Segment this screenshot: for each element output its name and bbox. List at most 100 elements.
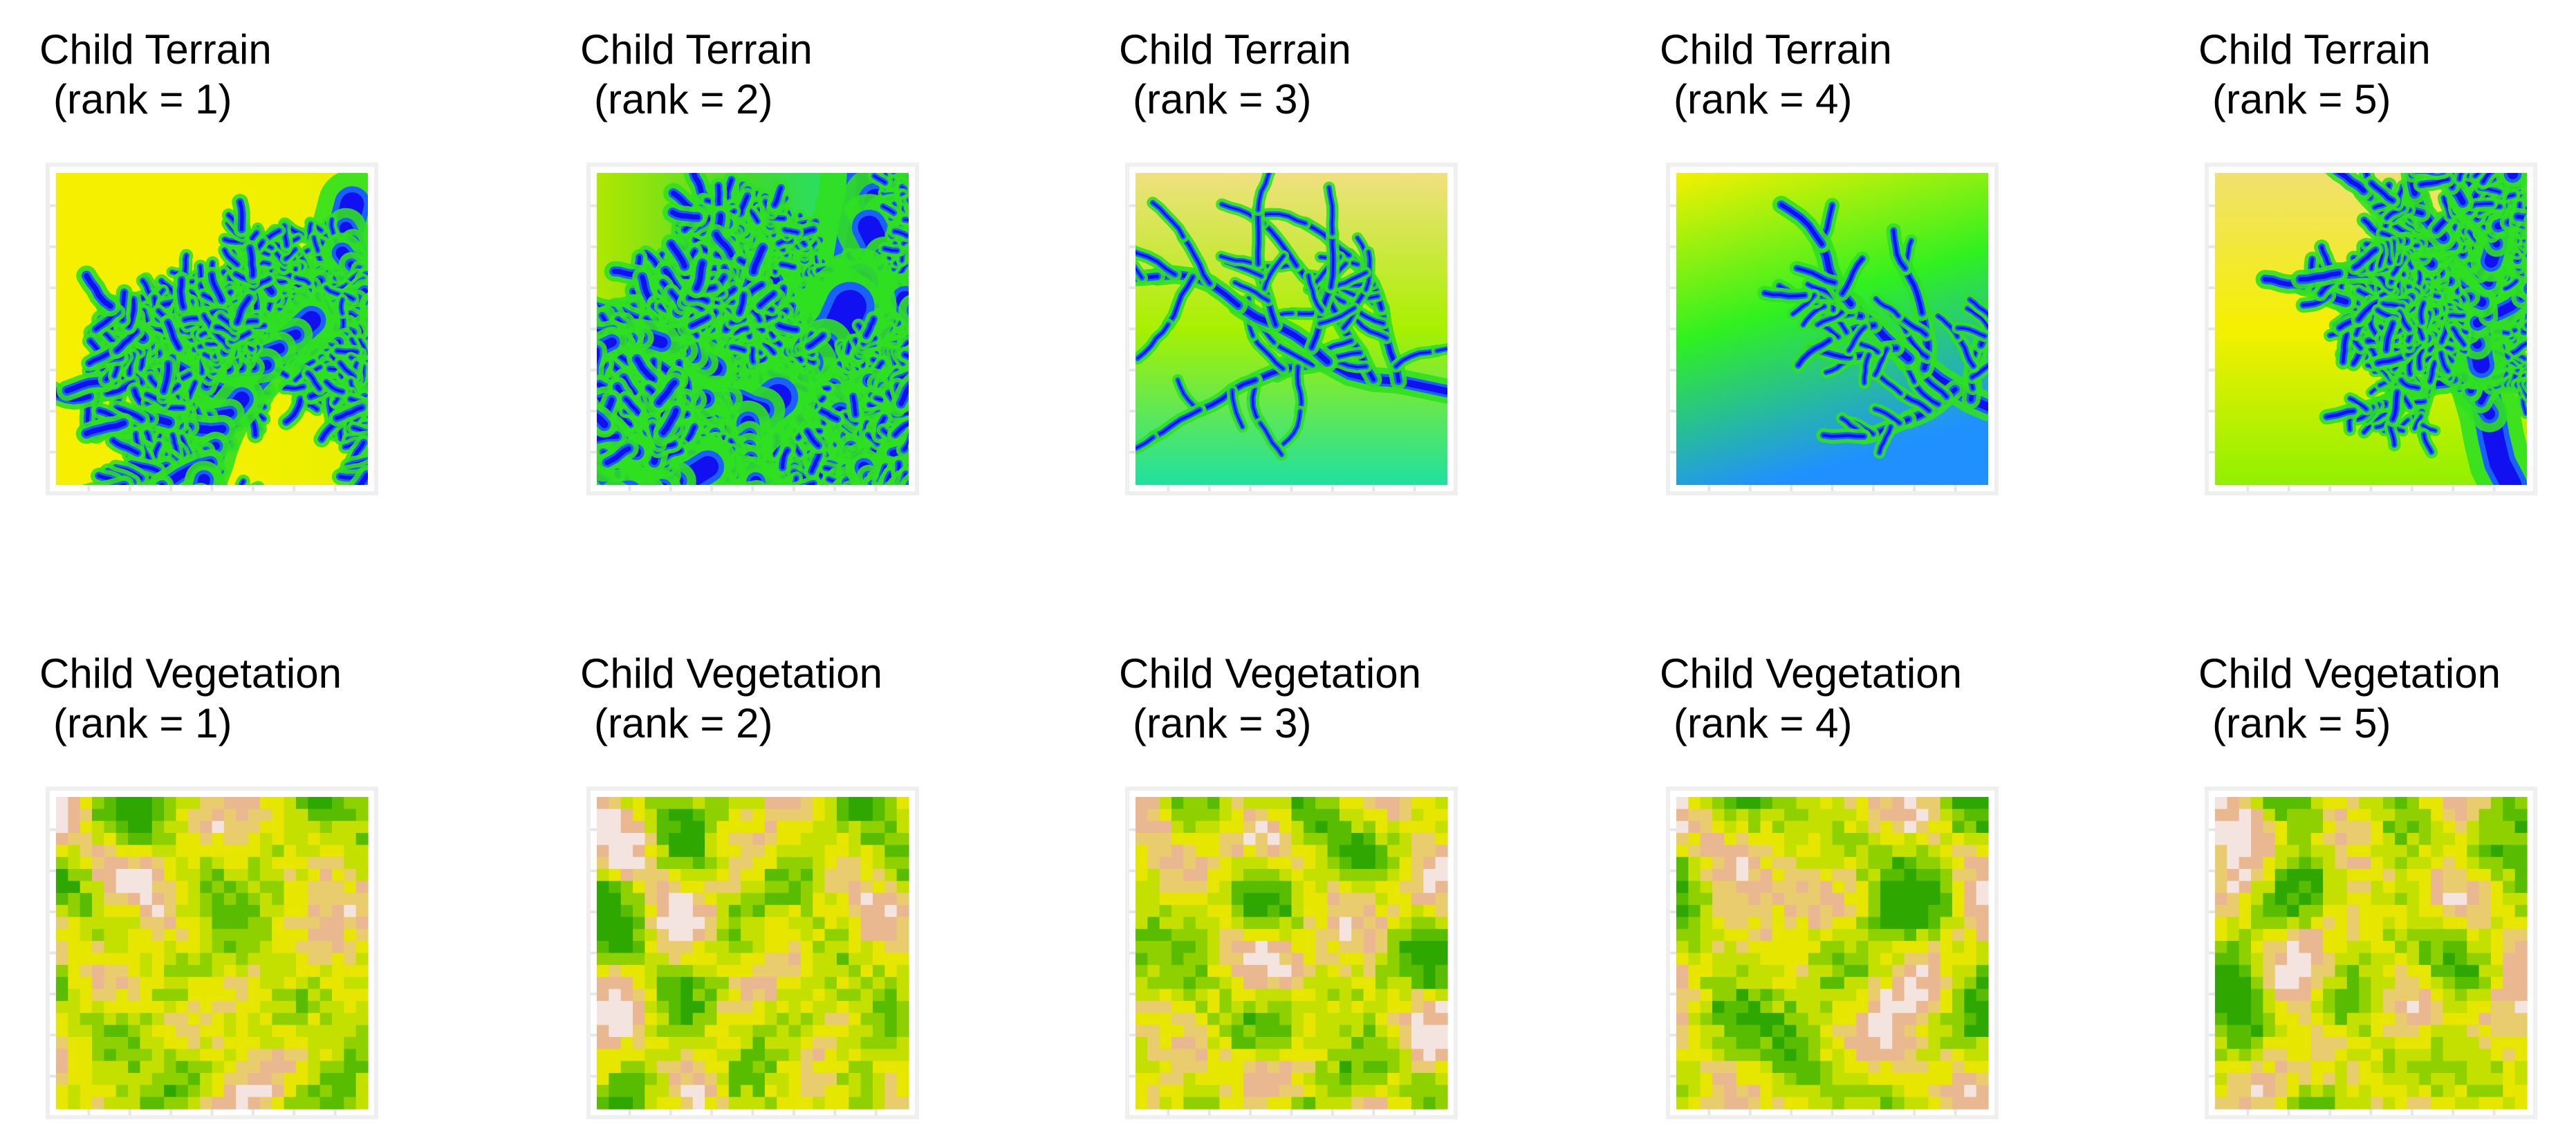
- river: [382, 302, 387, 324]
- river-core: [411, 383, 433, 389]
- river-core: [409, 403, 426, 411]
- river-core: [407, 312, 420, 318]
- river-core: [402, 395, 416, 409]
- river-core: [426, 270, 442, 280]
- river: [407, 412, 418, 428]
- river-core: [387, 262, 396, 273]
- river-core: [420, 373, 422, 387]
- river-core: [384, 380, 397, 384]
- river: [390, 459, 398, 497]
- river-halo: [407, 312, 420, 318]
- river: [386, 317, 388, 330]
- river: [387, 262, 396, 273]
- river-halo: [411, 320, 428, 328]
- river-halo: [426, 270, 442, 280]
- river: [411, 320, 428, 328]
- river-core: [400, 327, 405, 349]
- river-halo: [426, 350, 445, 351]
- river-halo: [396, 333, 398, 347]
- river-halo: [400, 345, 409, 356]
- river: [386, 322, 399, 325]
- river-core: [429, 380, 441, 387]
- river-core: [390, 403, 419, 418]
- river-core: [396, 301, 406, 310]
- river-halo: [369, 423, 394, 434]
- river-core: [418, 333, 435, 342]
- river-halo: [381, 302, 387, 317]
- river: [392, 270, 393, 286]
- river-halo: [420, 383, 424, 396]
- river: [381, 302, 387, 317]
- river-halo: [396, 441, 411, 464]
- river: [409, 403, 426, 411]
- river: [420, 383, 424, 396]
- river-core: [411, 320, 428, 328]
- river-core: [403, 281, 425, 284]
- river-core: [403, 284, 418, 288]
- river-halo: [380, 388, 392, 393]
- river: [384, 380, 397, 384]
- river: [422, 410, 429, 428]
- river: [416, 270, 422, 283]
- river: [382, 368, 393, 388]
- river: [422, 384, 425, 397]
- river: [429, 371, 448, 373]
- river: [392, 372, 400, 394]
- river-halo: [426, 351, 447, 368]
- river: [393, 389, 398, 401]
- river: [370, 450, 397, 452]
- river-halo: [422, 384, 425, 397]
- river-halo: [389, 336, 401, 341]
- river-halo: [380, 361, 391, 414]
- river: [396, 441, 411, 464]
- river: [369, 399, 372, 418]
- river: [377, 284, 403, 289]
- river-halo: [369, 399, 372, 418]
- river-halo: [399, 349, 400, 369]
- river-core: [429, 373, 436, 385]
- river-core: [393, 389, 398, 401]
- river: [402, 395, 416, 409]
- river: [378, 325, 389, 333]
- river-core: [432, 382, 443, 389]
- river-halo: [422, 410, 429, 428]
- river-core: [380, 361, 391, 414]
- river-core: [386, 334, 391, 347]
- river: [403, 284, 418, 288]
- river-halo: [391, 309, 411, 320]
- river-halo: [382, 302, 387, 324]
- river: [429, 373, 436, 385]
- river-core: [402, 331, 414, 339]
- panel-rank: (rank = 1): [53, 76, 232, 122]
- river: [373, 421, 374, 441]
- river: [387, 329, 394, 341]
- river: [380, 322, 391, 328]
- river-core: [426, 351, 447, 368]
- river-halo: [386, 314, 397, 334]
- river-core: [384, 331, 396, 339]
- river-halo: [381, 318, 394, 322]
- river-halo: [382, 273, 387, 288]
- river-core: [429, 371, 448, 373]
- river-halo: [403, 284, 418, 288]
- river: [391, 414, 397, 459]
- river-core: [370, 450, 397, 452]
- river: [400, 327, 405, 349]
- river-core: [377, 284, 403, 289]
- river-core: [391, 414, 397, 459]
- river-core: [407, 412, 418, 428]
- river-halo: [386, 334, 391, 347]
- river-halo: [382, 297, 405, 327]
- river-halo: [402, 395, 416, 409]
- river-core: [405, 327, 427, 351]
- river: [391, 371, 401, 381]
- river-core: [378, 376, 389, 383]
- river-core: [380, 334, 386, 353]
- river: [378, 459, 398, 479]
- river: [426, 351, 447, 368]
- river-core: [420, 383, 424, 396]
- river-halo: [386, 317, 388, 330]
- river-core: [382, 297, 405, 327]
- river: [381, 318, 394, 322]
- river: [432, 382, 443, 389]
